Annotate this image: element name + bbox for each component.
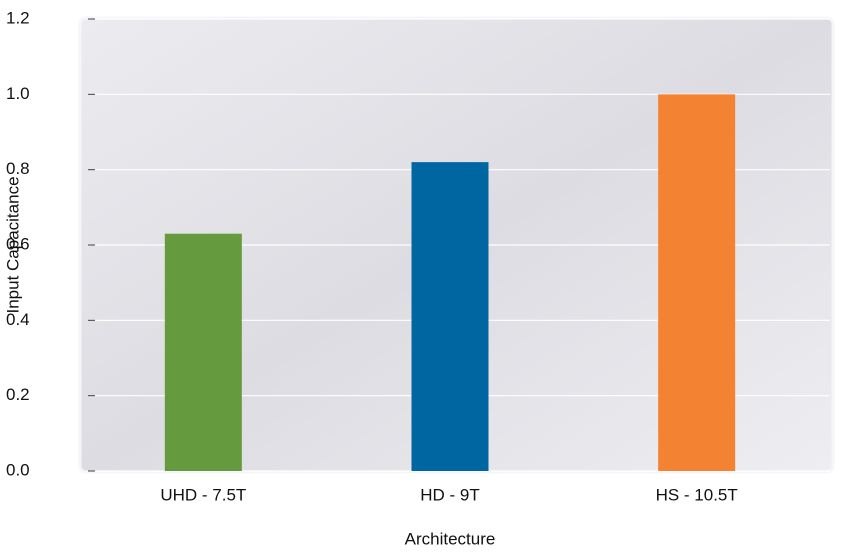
x-tick-label: HD - 9T [420, 485, 480, 504]
x-tick-label: HS - 10.5T [656, 485, 738, 504]
y-tick-label: 0.0 [6, 460, 30, 479]
y-axis-title: Input Capacitance [3, 176, 22, 313]
y-tick-label: 0.2 [6, 385, 30, 404]
x-axis-title: Architecture [405, 529, 496, 548]
y-tick-label: 0.6 [6, 234, 30, 253]
y-tick-label: 0.4 [6, 310, 30, 329]
bar [164, 233, 242, 471]
y-tick-label: 0.8 [6, 159, 30, 178]
y-tick-label: 1.0 [6, 84, 30, 103]
x-tick-label: UHD - 7.5T [160, 485, 246, 504]
y-tick-label: 1.2 [6, 8, 30, 27]
bar [411, 162, 489, 471]
bar [658, 94, 736, 471]
